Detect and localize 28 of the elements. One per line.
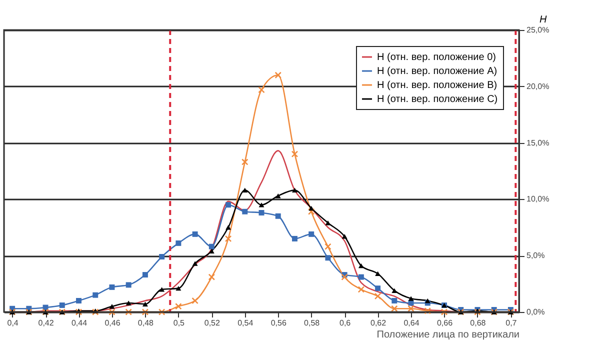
legend-label: H (отн. вер. положение 0) [377,52,496,63]
x-tick-label: 0,58 [304,318,320,328]
x-tick-label: 0,48 [138,318,154,328]
y-tick-label: 5,0% [526,251,545,260]
x-tick-label: 0,5 [173,318,186,328]
x-tick-label: 0,42 [38,318,54,328]
legend-label: H (отн. вер. положение A) [377,66,498,77]
x-tick-label: 0,68 [470,318,486,328]
x-tick-label: 0,62 [370,318,387,328]
x-tick-label: 0,56 [270,318,287,328]
x-tick-label: 0,44 [71,318,88,328]
y-tick-label: 25,0% [526,26,550,34]
x-tick-label: 0,7 [506,318,518,328]
x-tick-label: 0,52 [204,318,220,328]
legend-label: H (отн. вер. положение C) [377,94,498,105]
x-tick-label: 0,6 [340,318,352,328]
legend-label: H (отн. вер. положение B) [377,80,498,91]
y-tick-label: 15,0% [526,138,550,148]
y-axis-title: H [540,14,548,26]
x-tick-label: 0,64 [404,318,420,328]
x-tick-label: 0,46 [104,318,121,328]
x-tick-label: 0,54 [238,318,254,328]
y-tick-label: 0,0% [526,308,545,316]
y-tick-label: 20,0% [526,82,550,91]
y-tick-label: 10,0% [526,194,550,204]
x-tick-label: 0,66 [436,318,454,328]
x-axis-title: Положение лица по вертикали [376,330,520,340]
x-tick-label: 0,4 [7,318,19,328]
